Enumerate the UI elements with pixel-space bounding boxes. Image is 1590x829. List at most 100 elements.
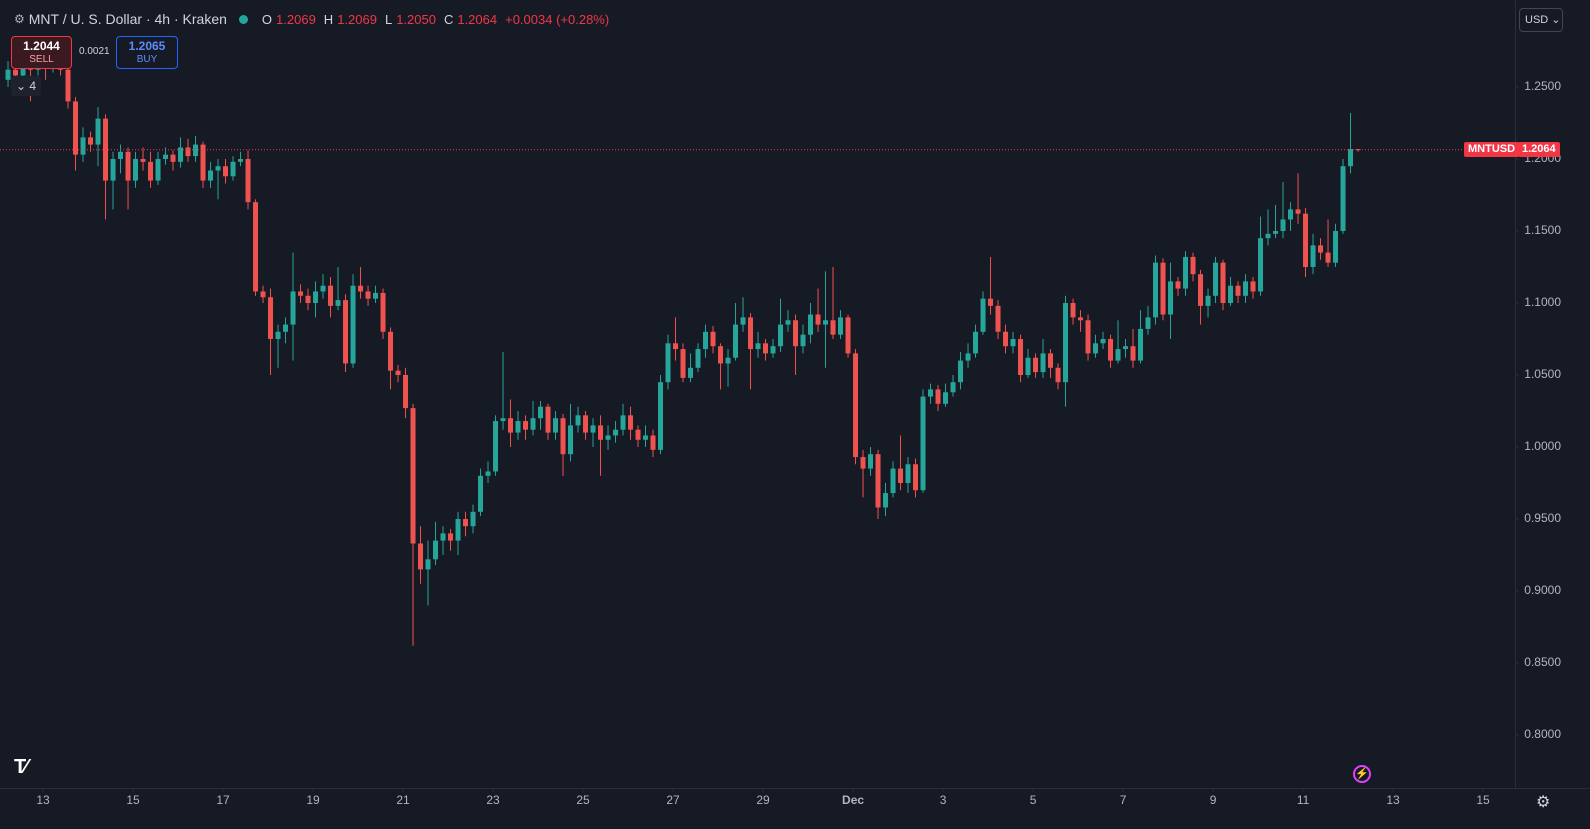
change: +0.0034 (+0.28%) <box>505 11 610 27</box>
candle-body <box>133 158 139 181</box>
candle-body <box>1018 338 1024 375</box>
candle-body <box>470 511 476 527</box>
candle-body <box>935 389 941 404</box>
candle-body <box>425 559 431 570</box>
candle-body <box>598 425 604 440</box>
indicators-toggle[interactable]: ⌄ 4 <box>11 76 41 96</box>
x-tick-label: 15 <box>126 793 140 807</box>
candle-body <box>1108 338 1114 361</box>
sell-button[interactable]: 1.2044 SELL <box>11 36 72 69</box>
y-tick-label: 1.1500 <box>1524 223 1561 237</box>
candle-body <box>1348 149 1354 167</box>
candle-body <box>1138 328 1144 361</box>
y-tick-label: 1.2500 <box>1524 79 1561 93</box>
alert-icon[interactable]: ⚡ <box>1353 765 1371 783</box>
candle-body <box>1130 346 1136 361</box>
candle-body <box>1145 317 1151 329</box>
candle-body <box>830 320 836 335</box>
candle-body <box>1213 262 1219 296</box>
candle-body <box>208 170 214 181</box>
candle-body <box>185 147 191 157</box>
candle-body <box>695 349 701 368</box>
y-tick-label: 1.1000 <box>1524 295 1561 309</box>
candle-body <box>635 429 641 440</box>
candle-body <box>88 137 94 145</box>
candle-body <box>1055 367 1061 383</box>
candle-body <box>500 418 506 422</box>
candle-body <box>170 154 176 162</box>
candle-body <box>950 382 956 393</box>
y-tick-label: 0.9500 <box>1524 511 1561 525</box>
candle-body <box>973 331 979 354</box>
candle-body <box>920 396 926 491</box>
candle-body <box>530 418 536 430</box>
candle-body <box>583 415 589 433</box>
buy-button[interactable]: 1.2065 BUY <box>116 36 178 69</box>
candle-body <box>1123 346 1129 350</box>
candle-body <box>223 166 229 177</box>
candle-body <box>898 468 904 483</box>
candle-body <box>1190 256 1196 275</box>
candle-body <box>485 471 491 476</box>
candle-body <box>1115 349 1121 361</box>
candle-body <box>1078 317 1084 321</box>
candle-body <box>778 324 784 347</box>
candle-body <box>793 320 799 347</box>
candle-body <box>620 415 626 430</box>
x-tick-label: 11 <box>1297 793 1310 807</box>
candle-body <box>478 475 484 512</box>
candle-body <box>545 406 551 433</box>
currency-button[interactable]: USD ⌄ <box>1519 8 1563 32</box>
candle-body <box>230 161 236 177</box>
candle-body <box>943 392 949 404</box>
x-tick-label: 17 <box>216 793 230 807</box>
x-tick-label: 7 <box>1120 793 1127 807</box>
candle-body <box>680 349 686 378</box>
candle-body <box>740 317 746 325</box>
candle-body <box>523 421 529 430</box>
candle-body <box>1168 281 1174 315</box>
candle-body <box>448 533 454 541</box>
candle-body <box>553 418 559 433</box>
candle-body <box>1235 285 1241 296</box>
candle-body <box>1355 149 1361 151</box>
candle-body <box>1273 230 1279 234</box>
candle-body <box>748 317 754 350</box>
low-value: 1.2050 <box>396 11 436 27</box>
candle-body <box>763 343 769 354</box>
currency: USD <box>1525 14 1549 26</box>
candle-body <box>1228 285 1234 303</box>
candle-body <box>568 425 574 455</box>
candle-body <box>785 320 791 325</box>
candle-body <box>1280 219 1286 231</box>
candle-body <box>1288 209 1294 220</box>
candle-body <box>1303 213 1309 267</box>
candle-body <box>1040 353 1046 373</box>
candle-body <box>238 158 244 162</box>
candle-body <box>605 435 611 440</box>
candle-body <box>1175 281 1181 289</box>
buy-price: 1.2065 <box>128 39 166 53</box>
x-tick-label: Dec <box>842 793 864 807</box>
settings-button[interactable]: ⚙ <box>1536 794 1551 811</box>
candle-body <box>455 518 461 541</box>
x-tick-label: 29 <box>756 793 770 807</box>
candle-body <box>823 320 829 325</box>
candle-body <box>155 158 161 181</box>
candle-body <box>1310 245 1316 267</box>
candle-body <box>1318 245 1324 253</box>
x-tick-label: 19 <box>306 793 320 807</box>
symbol-icon: ⚙ <box>14 12 25 26</box>
candle-body <box>178 147 184 162</box>
candle-body <box>343 300 349 364</box>
candle-body <box>1093 343 1099 354</box>
candle-body <box>703 331 709 350</box>
candle-body <box>1070 302 1076 318</box>
x-tick-label: 13 <box>1386 793 1400 807</box>
x-tick-label: 13 <box>36 793 50 807</box>
candle-body <box>163 154 169 159</box>
candle-body <box>440 533 446 541</box>
candle-body <box>988 298 994 306</box>
x-tick-label: 5 <box>1030 793 1037 807</box>
